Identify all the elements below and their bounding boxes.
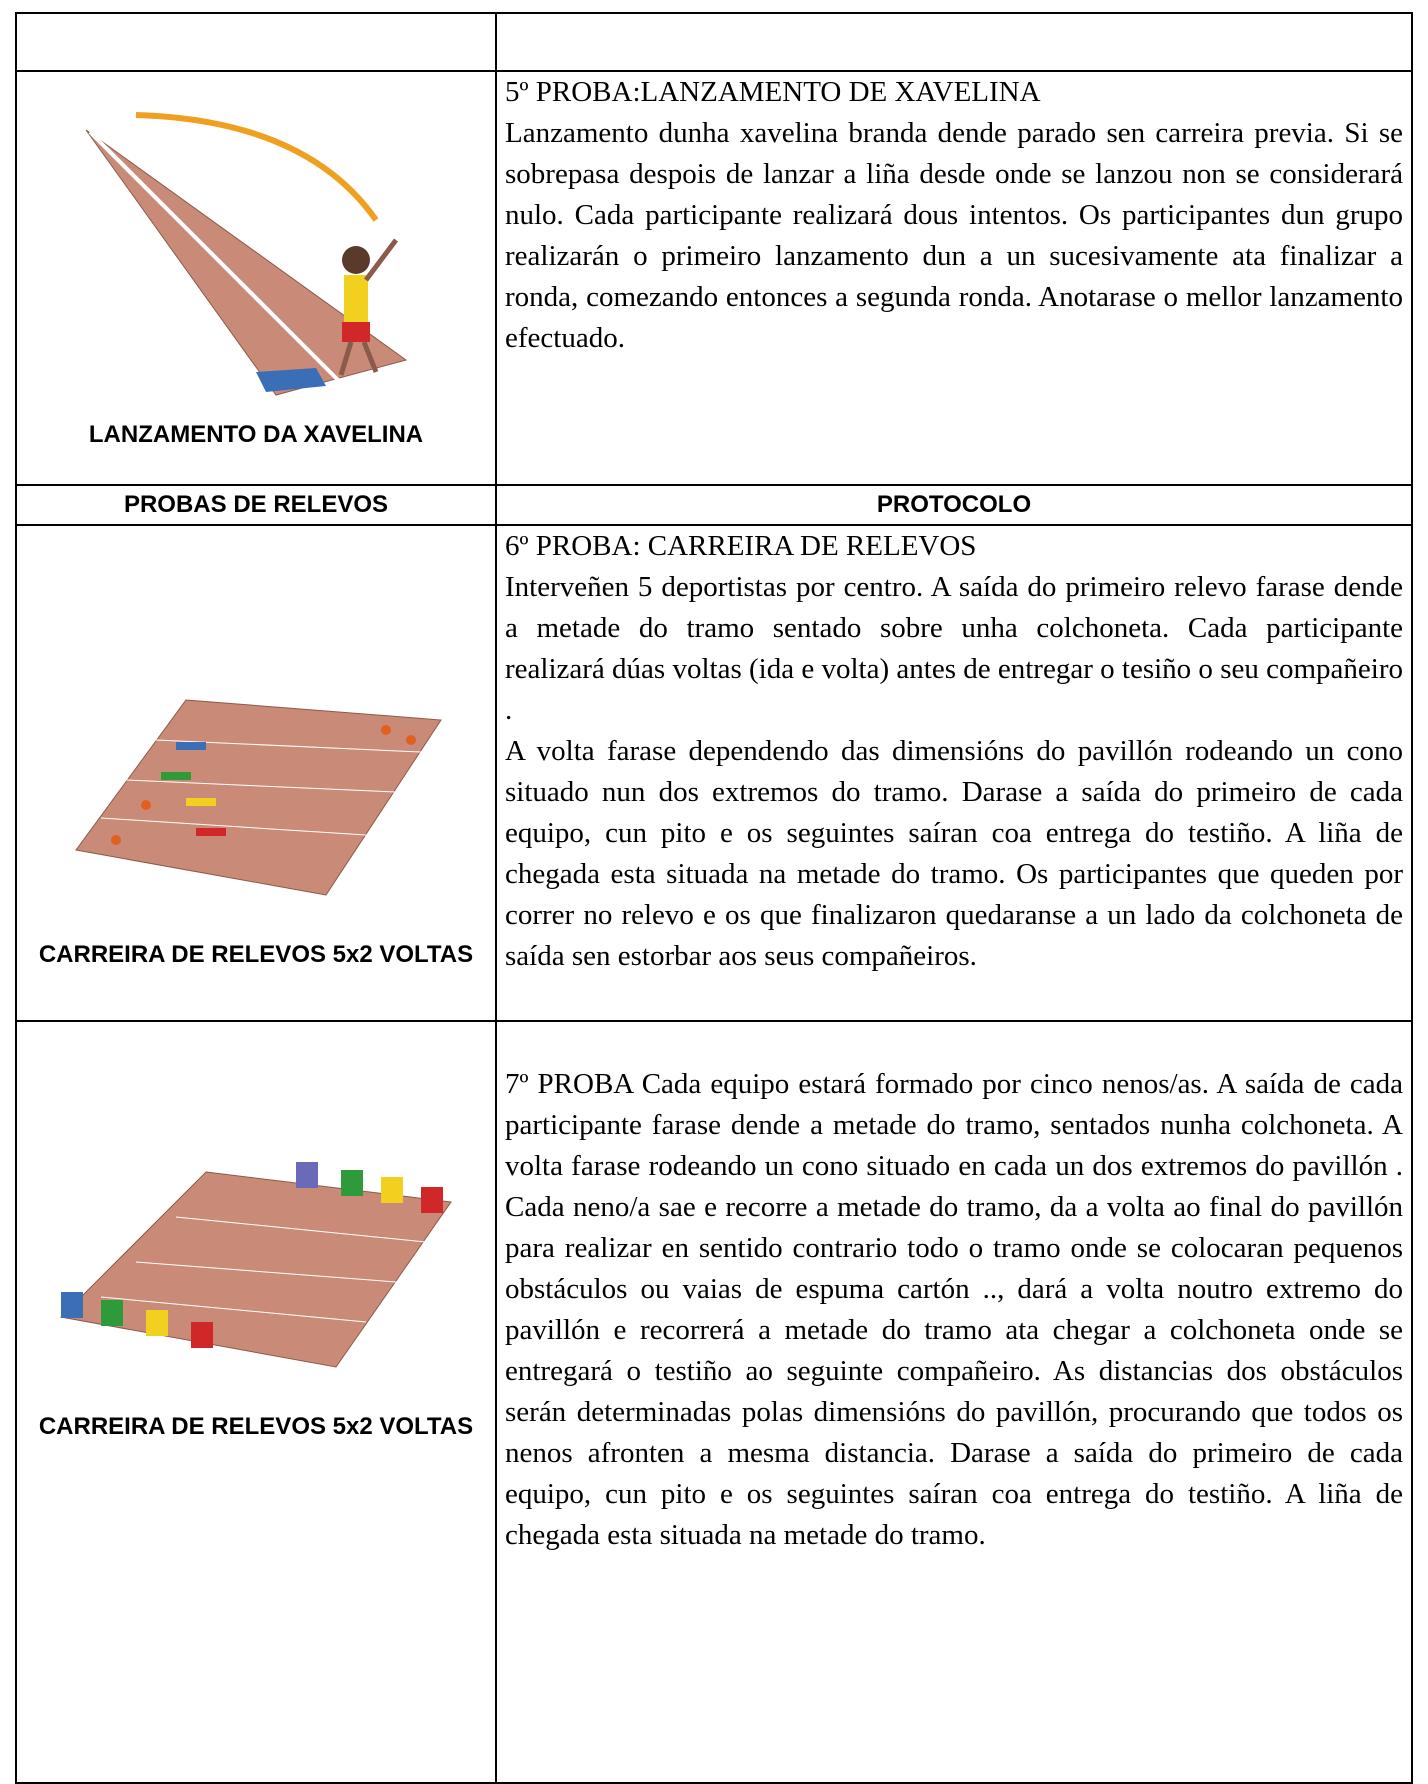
cell: LANZAMENTO DA XAVELINA [15, 70, 497, 486]
relay-illustration [75, 699, 442, 896]
paragraph: A volta farase dependendo das dimensións… [505, 735, 1403, 972]
paragraph: Interveñen 5 deportistas por centro. A s… [505, 571, 1403, 726]
paragraph: Lanzamento dunha xavelina branda dende p… [505, 117, 1403, 354]
cell: CARREIRA DE RELEVOS 5x2 VOLTAS [15, 1020, 497, 1784]
cell: 5º PROBA:LANZAMENTO DE XAVELINA Lanzamen… [495, 70, 1413, 486]
relay-illustration [59, 1162, 452, 1368]
caption: LANZAMENTO DA XAVELINA [88, 421, 424, 448]
empty-row [15, 12, 1413, 72]
caption: CARREIRA DE RELEVOS 5x2 VOLTAS [38, 941, 474, 968]
header-cell: PROBAS DE RELEVOS [15, 484, 497, 526]
left-cell: LANZAMENTO DA XAVELINA [25, 72, 487, 484]
events-table: LANZAMENTO DA XAVELINA 5º PROBA:LANZAMEN… [15, 12, 1413, 1784]
heading: 5º PROBA:LANZAMENTO DE XAVELINA [505, 76, 1041, 108]
caption: CARREIRA DE RELEVOS 5x2 VOLTAS [38, 1413, 474, 1440]
cell: CARREIRA DE RELEVOS 5x2 VOLTAS [15, 524, 497, 1022]
cell: 7º PROBA Cada equipo estará formado por … [495, 1020, 1413, 1784]
cell: 6º PROBA: CARREIRA DE RELEVOS Interveñen… [495, 524, 1413, 1022]
heading: 6º PROBA: CARREIRA DE RELEVOS [505, 530, 977, 562]
javelin-illustration [85, 112, 408, 396]
paragraph: 7º PROBA Cada equipo estará formado por … [505, 1068, 1403, 1551]
left-cell: CARREIRA DE RELEVOS 5x2 VOLTAS [25, 1022, 487, 1782]
header-row: PROBAS DE RELEVOS PROTOCOLO [15, 484, 1413, 526]
javelin-row: LANZAMENTO DA XAVELINA 5º PROBA:LANZAMEN… [15, 70, 1413, 486]
cell [495, 12, 1413, 72]
cell [15, 12, 497, 72]
relay-2-row: CARREIRA DE RELEVOS 5x2 VOLTAS 7º PROBA … [15, 1020, 1413, 1784]
left-cell: CARREIRA DE RELEVOS 5x2 VOLTAS [25, 526, 487, 1020]
header-cell: PROTOCOLO [495, 484, 1413, 526]
page: LANZAMENTO DA XAVELINA 5º PROBA:LANZAMEN… [15, 12, 1413, 1784]
relay-1-row: CARREIRA DE RELEVOS 5x2 VOLTAS 6º PROBA:… [15, 524, 1413, 1022]
